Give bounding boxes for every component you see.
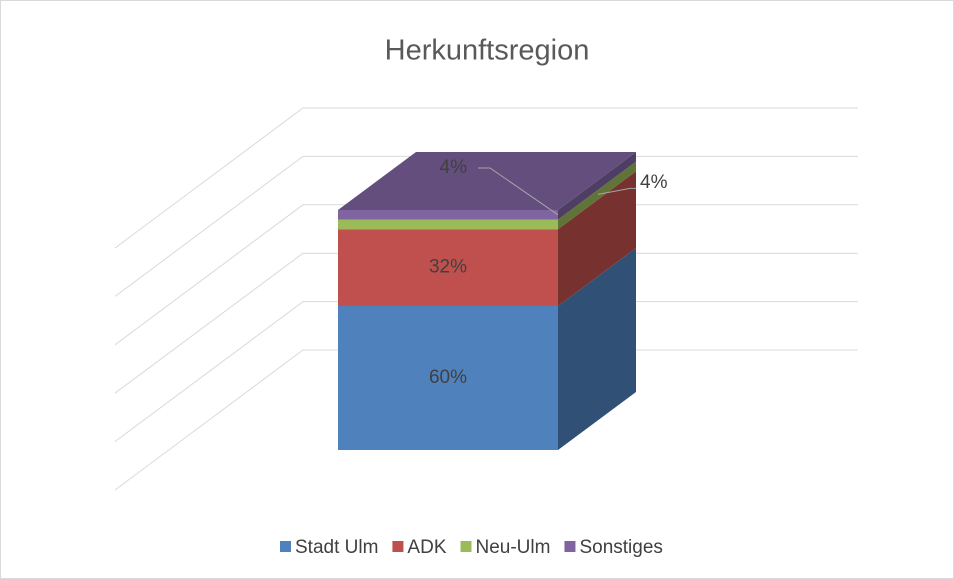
grid-line bbox=[114, 204, 858, 346]
bar-side bbox=[558, 152, 636, 220]
legend-swatch bbox=[392, 541, 404, 552]
legend-label: Sonstiges bbox=[579, 537, 662, 558]
legend-swatch bbox=[460, 541, 472, 552]
leader-line bbox=[597, 187, 636, 195]
legend-label: Neu-Ulm bbox=[476, 537, 551, 558]
bar-front bbox=[338, 229, 558, 306]
legend-swatch bbox=[280, 541, 291, 552]
legend-swatch bbox=[564, 541, 576, 552]
bar-top bbox=[338, 152, 636, 210]
leader-line bbox=[478, 167, 559, 216]
bar-front bbox=[338, 219, 558, 230]
bar-front bbox=[338, 306, 558, 450]
legend-label: ADK bbox=[407, 537, 446, 558]
bar-side bbox=[558, 171, 636, 306]
grid-line bbox=[114, 155, 858, 297]
data-label: 4% bbox=[640, 172, 668, 193]
grid-line bbox=[114, 252, 858, 394]
data-label: 60% bbox=[429, 367, 467, 388]
grid-line bbox=[114, 349, 858, 491]
bar-side bbox=[558, 161, 636, 230]
data-label: 4% bbox=[440, 157, 468, 178]
grid-line bbox=[114, 107, 858, 249]
data-label: 32% bbox=[429, 257, 467, 278]
legend-label: Stadt Ulm bbox=[295, 537, 378, 558]
grid-line bbox=[114, 301, 858, 443]
chart-title: Herkunftsregion bbox=[385, 35, 590, 67]
bar-front bbox=[338, 210, 558, 220]
bar-side bbox=[558, 248, 636, 450]
